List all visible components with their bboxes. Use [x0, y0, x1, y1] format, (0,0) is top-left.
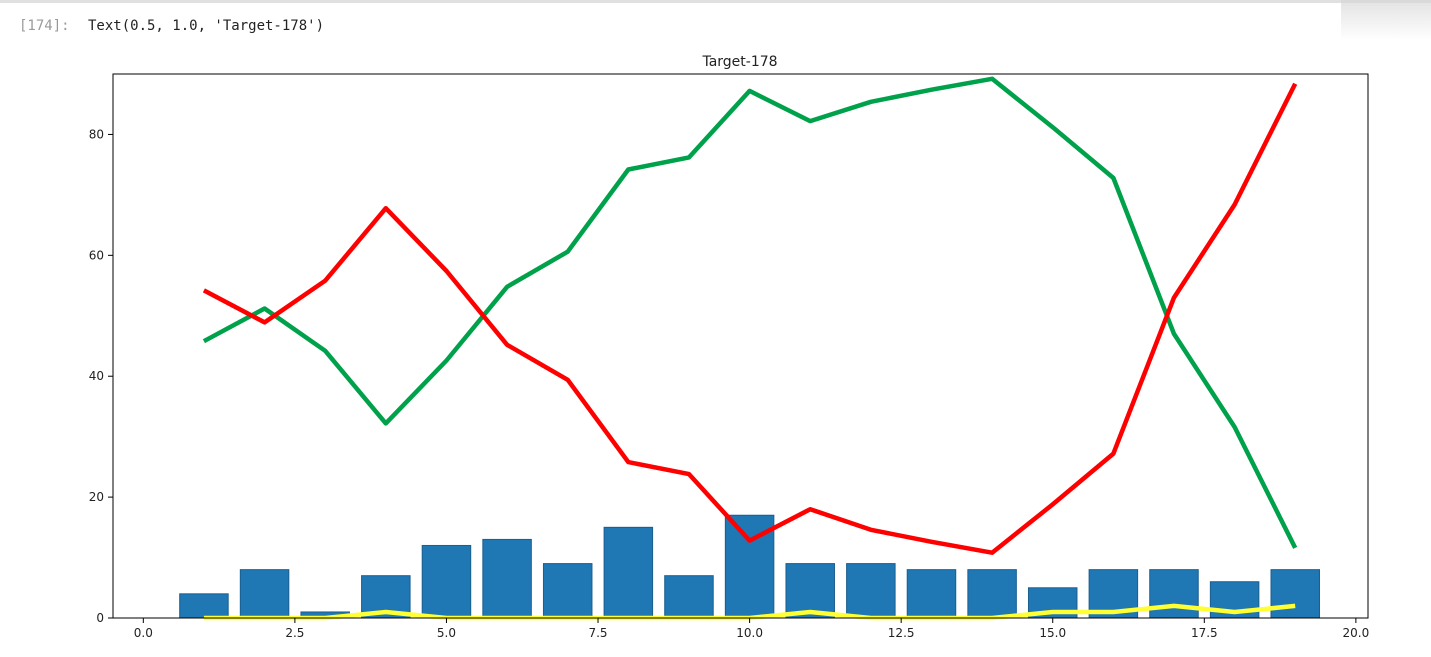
bars-layer — [179, 514, 1320, 619]
series-line-1 — [202, 82, 1298, 555]
series-line-0 — [202, 76, 1298, 549]
cell-prompt: [174]: — [19, 18, 70, 34]
bar — [239, 569, 290, 619]
bar — [482, 538, 532, 619]
bar — [421, 544, 472, 619]
bar — [179, 593, 229, 619]
notebook-top-border — [0, 0, 1431, 3]
scroll-shadow — [1341, 0, 1431, 40]
x-tick-label: 7.5 — [588, 626, 607, 640]
x-tick-label: 0.0 — [134, 626, 153, 640]
y-tick-label: 0 — [96, 611, 104, 625]
x-axis: 0.0 2.5 5.0 7.5 10.0 12.5 15.0 17.5 20.0 — [134, 618, 1369, 640]
x-tick-label: 2.5 — [285, 626, 304, 640]
bar — [1149, 569, 1199, 619]
bar — [846, 563, 896, 619]
x-tick-label: 10.0 — [736, 626, 763, 640]
x-tick-label: 5.0 — [437, 626, 456, 640]
x-tick-label: 15.0 — [1039, 626, 1066, 640]
x-tick-label: 20.0 — [1343, 626, 1370, 640]
bar — [1270, 569, 1320, 619]
plot-area-frame — [112, 73, 1369, 619]
x-tick-label: 17.5 — [1191, 626, 1218, 640]
bar — [906, 569, 957, 619]
y-tick-label: 40 — [89, 369, 104, 383]
y-axis: 0 20 40 60 80 — [89, 127, 113, 625]
y-tick-label: 60 — [89, 248, 104, 262]
y-tick-label: 20 — [89, 490, 104, 504]
bar — [967, 569, 1017, 619]
bar — [603, 526, 654, 619]
cell-output-text: Text(0.5, 1.0, 'Target-178') — [88, 18, 325, 34]
bar — [542, 563, 593, 619]
y-tick-label: 80 — [89, 127, 104, 141]
x-tick-label: 12.5 — [888, 626, 915, 640]
chart-title: Target-178 — [701, 54, 777, 70]
bar — [664, 575, 714, 619]
